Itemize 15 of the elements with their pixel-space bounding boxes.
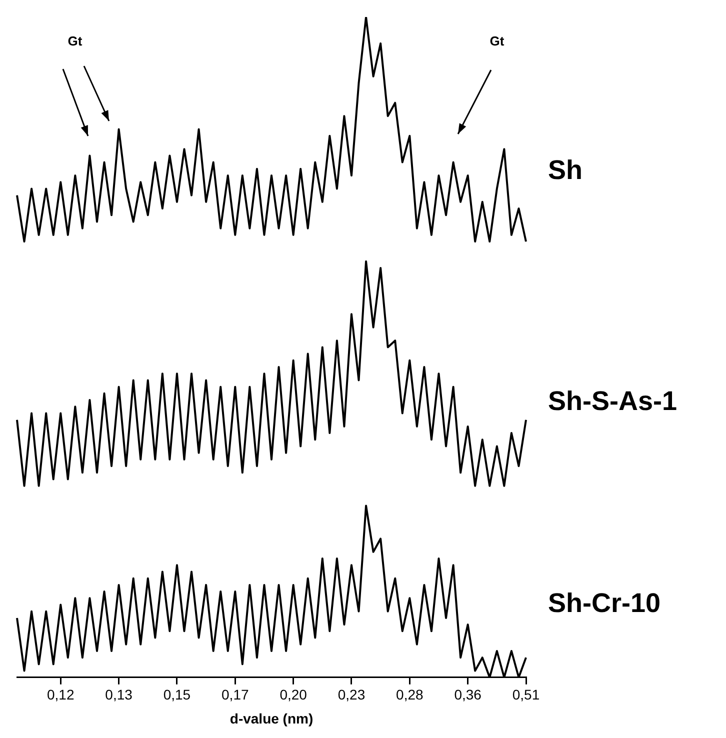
annotation: Gt — [68, 34, 83, 49]
series-label: Sh — [548, 154, 583, 185]
x-tick-label: 0,12 — [47, 686, 74, 703]
x-tick-label: 0,23 — [338, 686, 366, 703]
series-label: Sh-S-As-1 — [548, 386, 678, 416]
annotation: Gt — [490, 34, 505, 49]
x-tick-label: 0,17 — [222, 686, 249, 703]
x-tick-label: 0,51 — [512, 686, 540, 703]
x-tick-label: 0,28 — [396, 686, 424, 703]
x-tick-label: 0,20 — [280, 686, 308, 703]
x-tick-label: 0,13 — [105, 686, 133, 703]
x-tick-label: 0,36 — [454, 686, 482, 703]
x-axis-title: d-value (nm) — [230, 710, 314, 726]
x-tick-label: 0,15 — [163, 686, 191, 703]
series-label: Sh-Cr-10 — [548, 588, 661, 618]
